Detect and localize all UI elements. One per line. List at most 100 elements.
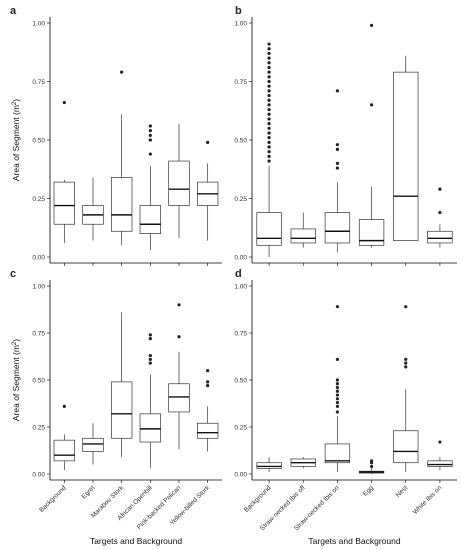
box-d-4: [393, 430, 419, 464]
outlier-point: [335, 393, 340, 397]
outlier-point: [267, 154, 271, 158]
outlier-point: [335, 389, 340, 393]
outlier-point: [267, 70, 271, 74]
box-c-5: [196, 422, 219, 439]
outlier-point: [148, 138, 152, 142]
outlier-point: [148, 152, 152, 156]
outlier-point: [206, 140, 210, 144]
outlier-point: [267, 140, 271, 144]
outlier-point: [267, 103, 271, 107]
y-axis-title: Area of Segment (m2): [11, 339, 21, 421]
outlier-point: [438, 440, 442, 444]
outlier-point: [267, 65, 271, 70]
outlier-point: [206, 369, 210, 373]
outlier-point: [267, 61, 271, 65]
box-d-5: [427, 460, 453, 467]
box-c-3: [139, 413, 162, 443]
outlier-point: [120, 70, 124, 74]
x-tick-label: Egret: [80, 484, 96, 500]
box-b-5: [427, 230, 453, 244]
outlier-point: [404, 361, 408, 365]
outlier-point: [335, 410, 340, 414]
outlier-point: [267, 112, 271, 116]
outlier-point: [335, 357, 340, 361]
outlier-point: [369, 459, 374, 463]
outlier-point: [404, 305, 408, 309]
panel-label-a: a: [10, 5, 17, 17]
y-tick-label: 0.75: [32, 79, 45, 86]
outlier-point: [335, 305, 340, 309]
y-tick-label: 0.25: [32, 196, 45, 203]
outlier-point: [335, 400, 340, 405]
outlier-point: [267, 98, 271, 102]
box-b-1: [290, 228, 316, 244]
x-tick-label: Background: [38, 484, 68, 514]
box-b-0: [256, 212, 282, 246]
outlier-point: [438, 187, 442, 191]
outlier-point: [148, 357, 152, 361]
outlier-point: [267, 107, 271, 112]
y-tick-label: 0.00: [32, 254, 45, 261]
outlier-point: [267, 159, 271, 163]
outlier-point: [335, 397, 340, 401]
outlier-point: [267, 75, 271, 79]
outlier-point: [148, 333, 152, 337]
outlier-point: [267, 150, 271, 154]
outlier-point: [267, 122, 271, 126]
box-c-2: [110, 381, 133, 439]
outlier-point: [267, 126, 271, 130]
outlier-point: [206, 384, 210, 388]
y-tick-label: 0.00: [32, 471, 45, 478]
y-tick-label: 1.00: [234, 283, 247, 290]
panel-label-b: b: [235, 5, 242, 17]
box-a-2: [110, 177, 133, 232]
panel-label-d: d: [235, 268, 242, 280]
outlier-point: [148, 337, 152, 341]
y-axis-title: Area of Segment (m2): [11, 99, 21, 181]
outlier-point: [206, 380, 210, 384]
outlier-point: [267, 56, 271, 60]
y-tick-label: 0.75: [234, 330, 247, 337]
box-c-1: [82, 437, 104, 452]
outlier-point: [177, 335, 181, 339]
outlier-point: [267, 117, 271, 121]
outlier-point: [335, 404, 340, 408]
outlier-point: [148, 133, 152, 137]
y-tick-label: 0.50: [32, 377, 45, 384]
panel-label-c: c: [10, 268, 16, 280]
box-b-3: [358, 219, 385, 246]
outlier-point: [267, 93, 271, 98]
y-tick-label: 0.25: [234, 424, 247, 431]
y-tick-label: 0.50: [234, 137, 247, 144]
outlier-point: [335, 147, 340, 151]
outlier-point: [148, 361, 152, 365]
outlier-point: [267, 79, 271, 84]
outlier-point: [267, 131, 271, 135]
outlier-point: [267, 145, 271, 149]
outlier-point: [62, 404, 66, 408]
y-tick-label: 0.50: [234, 377, 247, 384]
outlier-point: [438, 210, 442, 215]
outlier-point: [62, 100, 66, 105]
outlier-point: [335, 378, 340, 382]
x-tick-label: Nest: [395, 484, 410, 499]
outlier-point: [177, 303, 181, 307]
box-a-4: [168, 160, 190, 206]
outlier-point: [335, 382, 340, 386]
outlier-point: [335, 161, 340, 165]
x-tick-label: White Ibis on: [412, 484, 444, 516]
box-b-4: [393, 71, 419, 241]
y-tick-label: 0.75: [32, 330, 45, 337]
outlier-point: [267, 51, 271, 56]
y-tick-label: 1.00: [234, 20, 247, 27]
box-d-0: [256, 462, 282, 469]
y-tick-label: 1.00: [32, 20, 45, 27]
y-tick-label: 0.50: [32, 137, 45, 144]
outlier-point: [148, 129, 152, 133]
box-d-2: [324, 443, 351, 464]
box-c-4: [168, 383, 190, 413]
outlier-point: [404, 357, 408, 361]
y-tick-label: 0.00: [234, 254, 247, 261]
box-b-2: [324, 212, 351, 244]
